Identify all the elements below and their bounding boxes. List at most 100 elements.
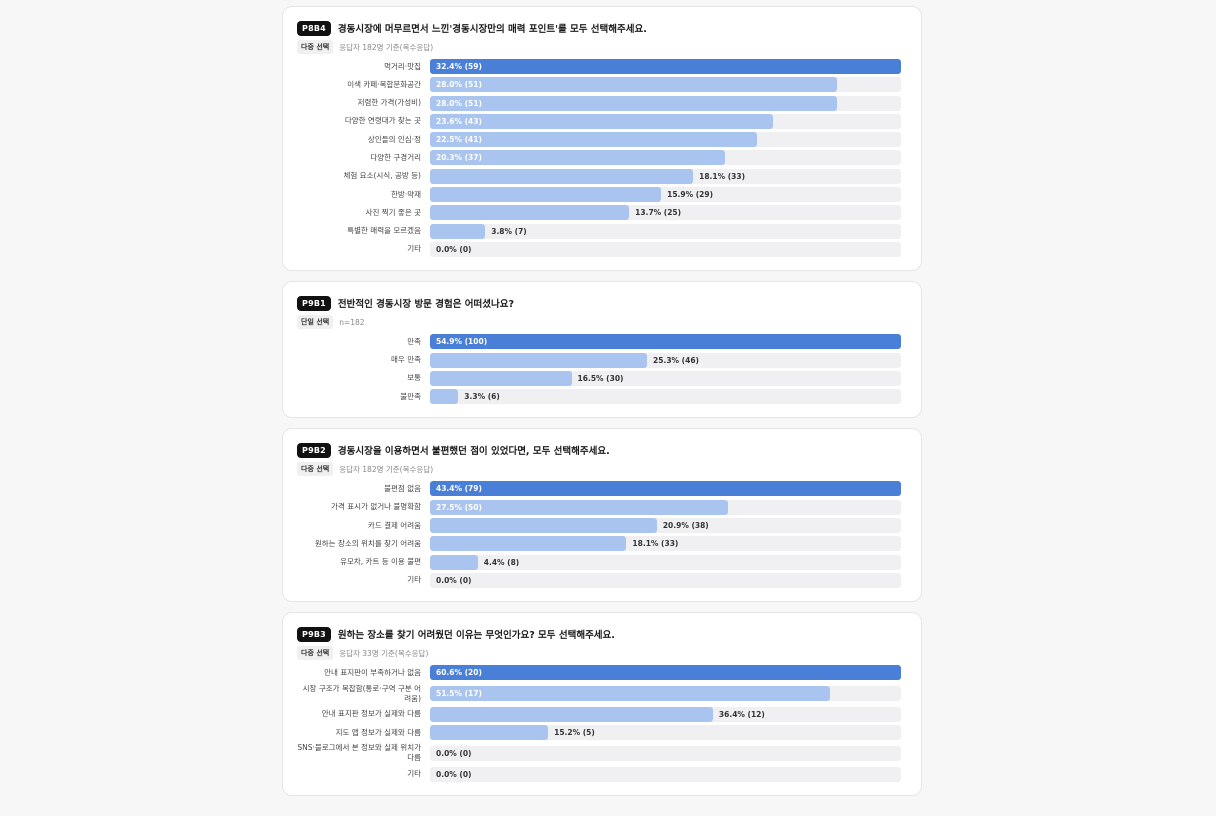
bar-label: 기타 (407, 244, 421, 254)
bar (430, 499, 729, 515)
bar (430, 77, 838, 93)
bar-track: 0.0% (0) (430, 572, 901, 588)
question-meta: 단일 선택 n=182 (297, 315, 907, 330)
bar-label: 이색 카페·복합문화공간 (347, 79, 421, 89)
bar-list: 불편점 없음 43.4% (79) 가격 표시가 없거나 불명확함 27.5% (50… (297, 481, 907, 588)
bar-label: 사진 찍기 좋은 곳 (365, 207, 421, 217)
bar-row: 이색 카페·복합문화공간 28.0% (51) (297, 77, 907, 93)
bar-label: 불편점 없음 (384, 483, 421, 493)
bar-row: 불만족 3.3% (6) (297, 389, 907, 405)
bar-value-label: 3.8% (7) (491, 226, 527, 236)
bar-label: 지도 앱 정보가 실제와 다름 (335, 727, 421, 737)
bar (430, 187, 662, 203)
bar-value-label: 15.9% (29) (667, 190, 714, 200)
bar-label: 특별한 매력을 모르겠음 (347, 226, 421, 236)
bar (430, 168, 694, 184)
bar-row: 특별한 매력을 모르겠음 3.8% (7) (297, 223, 907, 239)
respondent-note: 응답자 33명 기준(복수응답) (339, 648, 429, 658)
bar-row: 한방·약재 15.9% (29) (297, 187, 907, 203)
bar-label: 다양한 구경거리 (370, 152, 421, 162)
bar-track: 27.5% (50) (430, 499, 901, 515)
bar-track: 18.1% (33) (430, 168, 901, 184)
bar-label: 다양한 연령대가 찾는 곳 (344, 116, 421, 126)
bar-row: 안내 표지판 정보가 실제와 다름 36.4% (12) (297, 706, 907, 722)
bar-value-label: 60.6% (20) (436, 668, 482, 678)
bar-label: 안내 표지판 정보가 실제와 다름 (321, 709, 421, 719)
question-code: P9B2 (297, 442, 331, 458)
bar (430, 95, 838, 111)
bar-track: 18.1% (33) (430, 536, 901, 552)
bar (430, 481, 901, 497)
bar-value-label: 54.9% (100) (436, 337, 488, 347)
bar-track: 54.9% (100) (430, 334, 901, 350)
bar-value-label: 15.2% (5) (554, 728, 595, 738)
bar-label: 먹거리·맛집 (384, 61, 421, 71)
question-title: 경동시장을 이용하면서 불편했던 점이 있었다면, 모두 선택해주세요. (337, 446, 610, 458)
bar-row: 유모차, 카트 등 이용 불편 4.4% (8) (297, 554, 907, 570)
question-type-badge: 다중 선택 (297, 40, 334, 54)
bar-row: 불편점 없음 43.4% (79) (297, 481, 907, 497)
bar-track: 25.3% (46) (430, 352, 901, 368)
bar-value-label: 36.4% (12) (718, 709, 765, 719)
question-title: 전반적인 경동시장 방문 경험은 어떠셨나요? (337, 299, 514, 311)
bar (430, 554, 478, 570)
survey-results: P8B4 경동시장에 머무르면서 느낀'경동시장만의 매력 포인트'를 모두 선택… (282, 6, 922, 806)
question-title: 원하는 장소를 찾기 어려웠던 이유는 무엇인가요? 모두 선택해주세요. (337, 630, 615, 642)
bar (430, 223, 486, 239)
bar-row: 만족 54.9% (100) (297, 334, 907, 350)
bar-value-label: 27.5% (50) (436, 502, 482, 512)
bar (430, 518, 657, 534)
bar-value-label: 20.9% (38) (662, 521, 709, 531)
bar-track: 36.4% (12) (430, 706, 901, 722)
bar (430, 725, 549, 741)
bar (430, 205, 630, 221)
respondent-note: 응답자 182명 기준(복수응답) (339, 464, 434, 474)
bar-row: 저렴한 가격(가성비) 28.0% (51) (297, 95, 907, 111)
bar-value-label: 23.6% (43) (436, 116, 482, 126)
bar-label: 체험 요소(시식, 공방 등) (343, 171, 422, 181)
bar-list: 안내 표지판이 부족하거나 없음 60.6% (20) 시장 구조가 복잡함(통로·… (297, 665, 907, 782)
question-code: P9B1 (297, 295, 331, 311)
respondent-note: n=182 (339, 317, 365, 327)
question-card: P9B1 전반적인 경동시장 방문 경험은 어떠셨나요? 단일 선택 n=182 만족 5… (282, 281, 922, 419)
bar-row: 가격 표시가 없거나 불명확함 27.5% (50) (297, 499, 907, 515)
bar-label: 유모차, 카트 등 이용 불편 (340, 557, 421, 567)
bar-row: 보통 16.5% (30) (297, 370, 907, 386)
bar-track: 15.9% (29) (430, 187, 901, 203)
bar-label: 기타 (407, 575, 421, 585)
bar-track: 22.5% (41) (430, 132, 901, 148)
bar-value-label: 13.7% (25) (635, 208, 682, 218)
bar (430, 59, 901, 74)
bar-label: SNS·블로그에서 본 정보와 실제 위치가 다름 (297, 743, 421, 763)
card-header: P8B4 경동시장에 머무르면서 느낀'경동시장만의 매력 포인트'를 모두 선택… (297, 18, 907, 38)
question-card: P9B3 원하는 장소를 찾기 어려웠던 이유는 무엇인가요? 모두 선택해주세요… (282, 612, 922, 797)
bar-row: 매우 만족 25.3% (46) (297, 352, 907, 368)
bar-label: 불만족 (400, 391, 421, 401)
bar (430, 132, 758, 148)
bar-row: SNS·블로그에서 본 정보와 실제 위치가 다름 0.0% (0) (297, 743, 907, 763)
bar-row: 원하는 장소의 위치를 찾기 어려움 18.1% (33) (297, 536, 907, 552)
bar-value-label: 18.1% (33) (699, 171, 746, 181)
bar-value-label: 3.3% (6) (464, 392, 500, 402)
bar-label: 카드 결제 어려움 (367, 520, 421, 530)
bar-value-label: 0.0% (0) (436, 769, 472, 779)
bar-value-label: 0.0% (0) (436, 748, 472, 758)
bar-track: 51.5% (17) (430, 686, 901, 702)
bar-label: 기타 (407, 769, 421, 779)
bar-list: 만족 54.9% (100) 매우 만족 25.3% (46) 보통 16.5% (30)… (297, 334, 907, 405)
bar-label: 시장 구조가 복잡함(통로·구역 구분 어려움) (302, 683, 421, 703)
bar-track: 0.0% (0) (430, 241, 901, 257)
bar-value-label: 22.5% (41) (436, 135, 482, 145)
bar (430, 352, 648, 368)
bar-row: 사진 찍기 좋은 곳 13.7% (25) (297, 205, 907, 221)
bar (430, 686, 831, 702)
question-card: P8B4 경동시장에 머무르면서 느낀'경동시장만의 매력 포인트'를 모두 선택… (282, 6, 922, 272)
bar-label: 가격 표시가 없거나 불명확함 (331, 502, 421, 512)
bar-track: 60.6% (20) (430, 665, 901, 681)
bar-track: 23.6% (43) (430, 113, 901, 129)
card-header: P9B3 원하는 장소를 찾기 어려웠던 이유는 무엇인가요? 모두 선택해주세요… (297, 624, 907, 644)
bar-row: 체험 요소(시식, 공방 등) 18.1% (33) (297, 168, 907, 184)
bar (430, 370, 572, 386)
bar-row: 안내 표지판이 부족하거나 없음 60.6% (20) (297, 665, 907, 681)
bar-track: 20.3% (37) (430, 150, 901, 166)
